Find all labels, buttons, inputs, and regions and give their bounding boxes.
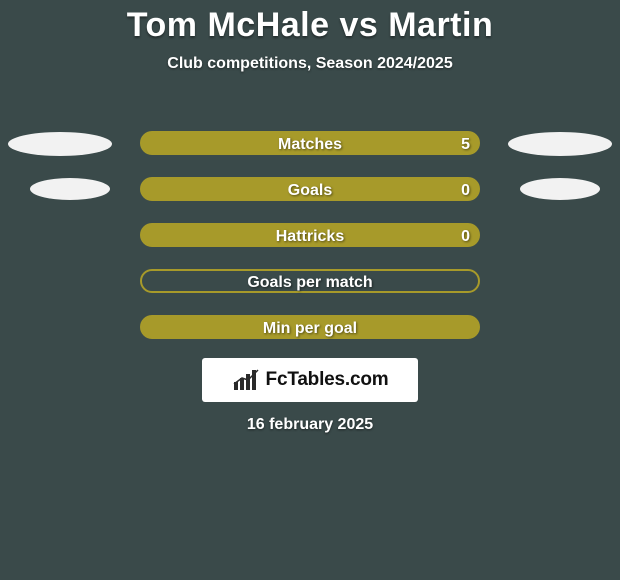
logo-box: FcTables.com bbox=[202, 358, 418, 402]
bar-chart-icon bbox=[232, 368, 262, 392]
stat-bar: Goals per match bbox=[140, 269, 480, 293]
stat-label: Min per goal bbox=[142, 320, 478, 338]
comparison-row: Goals per match bbox=[0, 258, 620, 304]
comparison-row: Matches5 bbox=[0, 120, 620, 166]
stat-label: Goals bbox=[142, 182, 478, 200]
comparison-row: Goals0 bbox=[0, 166, 620, 212]
stat-right-value: 0 bbox=[461, 182, 470, 200]
comparison-row: Min per goal bbox=[0, 304, 620, 350]
stat-bar: Min per goal bbox=[140, 315, 480, 339]
stat-right-value: 0 bbox=[461, 228, 470, 246]
stat-right-value: 5 bbox=[461, 136, 470, 154]
comparison-rows: Matches5Goals0Hattricks0Goals per matchM… bbox=[0, 120, 620, 350]
page-subtitle: Club competitions, Season 2024/2025 bbox=[0, 55, 620, 73]
page-root: Tom McHale vs Martin Club competitions, … bbox=[0, 6, 620, 580]
stat-label: Matches bbox=[142, 136, 478, 154]
stat-bar: Hattricks0 bbox=[140, 223, 480, 247]
right-ellipse bbox=[520, 178, 600, 200]
stat-label: Hattricks bbox=[142, 228, 478, 246]
left-ellipse bbox=[8, 132, 112, 156]
comparison-row: Hattricks0 bbox=[0, 212, 620, 258]
right-ellipse bbox=[508, 132, 612, 156]
date-label: 16 february 2025 bbox=[0, 416, 620, 434]
stat-label: Goals per match bbox=[142, 274, 478, 292]
logo-text: FcTables.com bbox=[266, 369, 389, 391]
stat-bar: Goals0 bbox=[140, 177, 480, 201]
left-ellipse bbox=[30, 178, 110, 200]
page-title: Tom McHale vs Martin bbox=[0, 6, 620, 45]
logo-inner: FcTables.com bbox=[232, 368, 389, 392]
stat-bar: Matches5 bbox=[140, 131, 480, 155]
